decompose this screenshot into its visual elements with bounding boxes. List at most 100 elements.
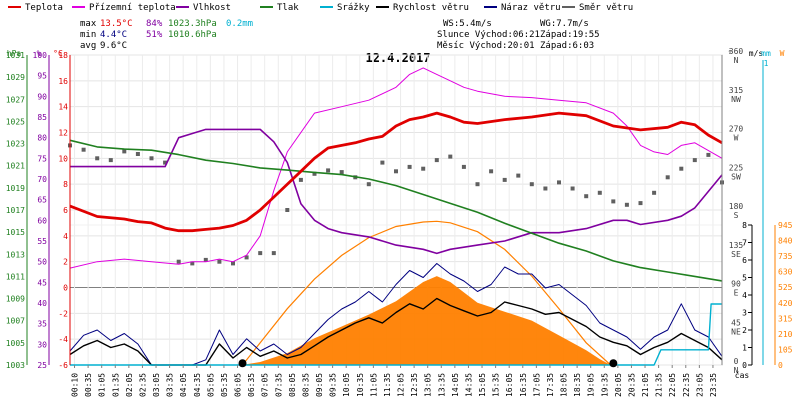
stat-min-press: 1010.6hPa bbox=[168, 30, 217, 40]
axis-x-tick: 03:35 bbox=[166, 373, 175, 397]
axis-x-tick: 22:35 bbox=[682, 373, 691, 397]
axis-hpa-tick: 1017 bbox=[6, 206, 25, 215]
axis-dir-tick: 90 bbox=[731, 280, 741, 289]
wind-direction-point bbox=[502, 177, 507, 182]
axis-ms-tick: 2 bbox=[742, 326, 747, 335]
wind-direction-point bbox=[489, 169, 494, 174]
axis-header: W bbox=[780, 49, 785, 58]
axis-degc-tick: 16 bbox=[58, 77, 68, 86]
axis-hpa-tick: 1003 bbox=[6, 361, 25, 370]
axis-dir-tick: 45 bbox=[731, 318, 741, 327]
axis-wm2-tick: 0 bbox=[778, 361, 783, 370]
wind-direction-point bbox=[95, 156, 100, 161]
axis-wm2-tick: 420 bbox=[778, 299, 793, 308]
axis-x-tick: 21:05 bbox=[641, 373, 650, 397]
axis-x-tick: 17:35 bbox=[546, 373, 555, 397]
axis-x-tick: 18:35 bbox=[573, 373, 582, 397]
axis-header: ° bbox=[728, 49, 733, 58]
wind-direction-point bbox=[380, 160, 385, 165]
axis-pct-tick: 50 bbox=[37, 258, 47, 267]
series-layer bbox=[68, 67, 724, 368]
axis-x-tick: 00:35 bbox=[84, 373, 93, 397]
axis-wm2-tick: 735 bbox=[778, 252, 793, 261]
moonrise-marker bbox=[609, 359, 618, 368]
axis-x-tick: 05:05 bbox=[206, 373, 215, 397]
axis-pct-tick: 65 bbox=[37, 196, 47, 205]
axis-pct-tick: 35 bbox=[37, 320, 47, 329]
axis-x-tick: 12:35 bbox=[410, 373, 419, 397]
axis-x-tick: 12:05 bbox=[397, 373, 406, 397]
wind-direction-point bbox=[706, 152, 711, 157]
axis-x-tick: 11:35 bbox=[383, 373, 392, 397]
axis-degc-tick: 2 bbox=[63, 258, 68, 267]
wind-direction-point bbox=[665, 175, 670, 180]
axis-pct-tick: 100 bbox=[33, 51, 48, 60]
axis-x-tick: 20:05 bbox=[614, 373, 623, 397]
wind-direction-point bbox=[244, 255, 249, 260]
axis-degc-tick: 8 bbox=[63, 180, 68, 189]
axis-dir-name: N bbox=[734, 56, 739, 65]
axis-x-tick: 23:35 bbox=[709, 373, 718, 397]
axis-x-tick: 19:05 bbox=[587, 373, 596, 397]
axes-layer: 1031102910271025102310211019101710151013… bbox=[6, 47, 793, 397]
axis-header: m/s bbox=[749, 49, 764, 58]
wind-direction-point bbox=[108, 158, 113, 163]
legend-label: Směr větru bbox=[579, 3, 633, 13]
axis-wm2-tick: 945 bbox=[778, 221, 793, 230]
stat-min-label: min bbox=[80, 30, 96, 40]
axis-pct-tick: 30 bbox=[37, 340, 47, 349]
axis-x-tick: 02:35 bbox=[138, 373, 147, 397]
wind-direction-point bbox=[271, 251, 276, 256]
stat-avg-temp: 9.6°C bbox=[100, 41, 127, 51]
wind-direction-point bbox=[176, 259, 181, 264]
legend-label: Srážky bbox=[337, 3, 370, 13]
axis-degc-tick: 18 bbox=[58, 51, 68, 60]
info-sun-rise: Slunce Východ:06:21 bbox=[437, 30, 540, 40]
axis-hpa-tick: 1025 bbox=[6, 117, 25, 126]
axis-x-tick: 14:35 bbox=[464, 373, 473, 397]
wind-direction-point bbox=[163, 160, 168, 165]
wind-direction-point bbox=[421, 166, 426, 171]
wind-direction-point bbox=[557, 180, 561, 185]
axis-x-tick: 10:35 bbox=[356, 373, 365, 397]
axis-dir-name: S bbox=[734, 211, 739, 220]
wind-direction-point bbox=[611, 199, 616, 204]
wind-direction-point bbox=[597, 190, 602, 195]
axis-x-tick: 16:35 bbox=[519, 373, 528, 397]
axis-hpa-tick: 1015 bbox=[6, 228, 25, 237]
axis-mm-tick: 1 bbox=[764, 59, 769, 68]
solar-layer bbox=[70, 220, 722, 366]
info-moon-rise: Měsíc Východ:20:01 bbox=[437, 41, 535, 51]
stat-max-rain: 0.2mm bbox=[226, 19, 253, 29]
astro-info: WS:5.4m/s WG:7.7m/s Slunce Východ:06:21 … bbox=[437, 19, 600, 51]
axis-x-tick: 03:05 bbox=[152, 373, 161, 397]
stats-block: max 13.5°C 84% 1023.3hPa 0.2mm min 4.4°C… bbox=[80, 19, 253, 51]
wind-direction-point bbox=[190, 261, 195, 266]
axis-x-unit: čas bbox=[735, 370, 750, 380]
axis-x-tick: 04:05 bbox=[179, 373, 188, 397]
wind-direction-point bbox=[298, 177, 303, 182]
axis-dir-name: N bbox=[734, 366, 739, 375]
axis-dir-tick: 360 bbox=[729, 47, 744, 56]
axis-hpa-tick: 1005 bbox=[6, 339, 25, 348]
series-line-tlak bbox=[69, 139, 723, 282]
axis-wm2-tick: 105 bbox=[778, 345, 793, 354]
axis-x-tick: 08:35 bbox=[301, 373, 310, 397]
axis-x-tick: 02:05 bbox=[125, 373, 134, 397]
axis-pct-tick: 45 bbox=[37, 278, 47, 287]
wind-direction-point bbox=[516, 173, 521, 178]
axis-header: mm bbox=[761, 49, 771, 58]
axis-pct-tick: 25 bbox=[37, 361, 47, 370]
axis-pct-tick: 40 bbox=[37, 299, 47, 308]
axis-hpa-tick: 1027 bbox=[6, 95, 25, 104]
solar-theoretical-line bbox=[242, 220, 612, 366]
legend: Teplota Přízemní teplota Vlhkost Tlak Srážky… bbox=[8, 3, 633, 13]
axis-hpa-tick: 1021 bbox=[6, 162, 25, 171]
axis-ms-tick: 5 bbox=[742, 274, 747, 283]
axis-dir-name: SW bbox=[731, 172, 741, 181]
legend-label: Teplota bbox=[25, 3, 63, 13]
legend-label: Náraz větru bbox=[501, 3, 561, 13]
axis-x-tick: 00:10 bbox=[71, 373, 80, 397]
axis-dir-tick: 225 bbox=[729, 163, 744, 172]
